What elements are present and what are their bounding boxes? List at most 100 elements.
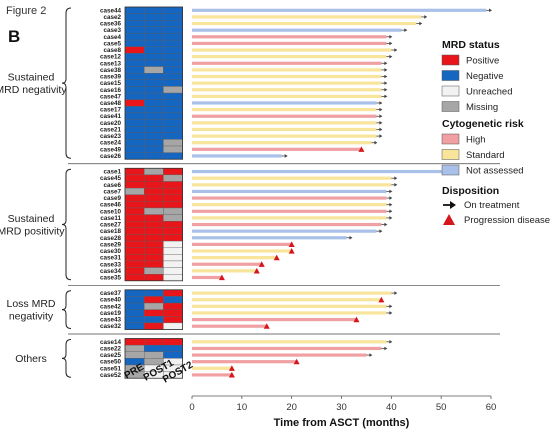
on-treatment-arrow	[394, 48, 398, 52]
mrd-cell	[124, 296, 145, 304]
mrd-cell	[124, 316, 145, 324]
mrd-cell	[163, 227, 183, 235]
on-treatment-arrow	[284, 154, 288, 158]
on-treatment-arrow	[349, 235, 353, 240]
progression-marker	[228, 365, 235, 371]
case-label: case19	[100, 310, 122, 317]
case-label: case44	[100, 7, 122, 14]
mrd-cell	[163, 344, 183, 352]
group-label: Sustained	[8, 213, 55, 225]
swim-bar	[192, 108, 377, 112]
mrd-cell	[124, 194, 145, 202]
case-label: case31	[100, 255, 122, 262]
case-label: case13	[100, 60, 122, 67]
swim-bar	[192, 269, 257, 273]
legend-swatch	[441, 149, 460, 160]
on-treatment-arrow	[374, 140, 378, 145]
case-label: case50	[100, 359, 122, 366]
mrd-cell	[163, 302, 183, 310]
swim-bar	[192, 304, 387, 308]
on-treatment-arrow	[389, 311, 393, 315]
mrd-cell	[163, 289, 183, 297]
mrd-cell	[163, 240, 183, 248]
on-treatment-arrow	[394, 176, 398, 180]
case-label: case40	[100, 297, 122, 304]
swim-bar	[192, 134, 377, 138]
on-treatment-arrow	[389, 34, 393, 39]
case-label: case16	[100, 87, 122, 94]
mrd-cell	[124, 267, 145, 275]
mrd-cell	[163, 59, 183, 67]
mrd-cell	[144, 309, 164, 317]
mrd-cell	[124, 338, 145, 346]
mrd-cell	[124, 132, 145, 140]
legend-disposition-title: Disposition	[442, 185, 499, 197]
on-treatment-arrow	[379, 107, 383, 112]
mrd-cell	[124, 73, 145, 80]
on-treatment-arrow	[389, 209, 393, 214]
swim-bar	[192, 121, 377, 125]
case-label: case30	[100, 248, 122, 255]
progression-marker	[293, 358, 300, 365]
mrd-cell	[163, 125, 183, 133]
on-treatment-arrow	[384, 346, 388, 351]
on-treatment-arrow	[384, 94, 388, 99]
mrd-cell	[124, 207, 145, 215]
group-bracket	[61, 7, 72, 159]
on-treatment-arrow	[379, 121, 383, 125]
mrd-cell	[124, 168, 145, 176]
mrd-cell	[144, 20, 164, 28]
progression-marker	[218, 274, 225, 281]
mrd-cell	[144, 302, 164, 310]
swim-bar	[192, 229, 377, 233]
swim-bar	[192, 41, 387, 46]
mrd-cell	[163, 66, 183, 74]
swim-bar	[192, 340, 387, 344]
group-bracket	[61, 339, 72, 378]
mrd-cell	[124, 119, 145, 127]
mrd-cell	[144, 73, 164, 80]
mrd-cell	[144, 322, 164, 330]
case-label: case14	[100, 339, 122, 346]
mrd-cell	[163, 145, 183, 153]
swim-bar	[192, 88, 382, 92]
case-label: case39	[100, 74, 122, 81]
progression-marker	[378, 296, 385, 303]
x-tick-label: 40	[386, 402, 397, 413]
swim-bar	[192, 353, 367, 357]
progression-marker	[263, 323, 270, 329]
swim-bar	[192, 28, 402, 32]
swim-bar	[192, 216, 387, 220]
mrd-cell	[144, 351, 164, 359]
mrd-cell	[144, 274, 164, 281]
on-treatment-arrow	[389, 189, 393, 194]
x-tick-label: 50	[436, 402, 447, 413]
on-treatment-arrow	[379, 229, 383, 233]
case-label: case17	[100, 107, 122, 114]
case-label: case51	[100, 365, 122, 372]
mrd-cell	[144, 247, 164, 255]
swim-bar	[192, 114, 377, 118]
on-treatment-arrow	[404, 28, 408, 32]
mrd-cell	[163, 181, 183, 189]
swim-bar	[192, 249, 292, 253]
legend-swatch	[441, 85, 460, 97]
mrd-cell	[124, 344, 145, 352]
mrd-cell	[124, 274, 145, 281]
legend-swatch	[441, 164, 460, 176]
group-label: MRD negativity	[0, 84, 67, 96]
mrd-cell	[144, 187, 164, 195]
mrd-cell	[144, 6, 164, 14]
group-block-outline	[124, 6, 183, 160]
mrd-cell	[163, 309, 183, 317]
mrd-cell	[163, 53, 183, 61]
legend-triangle-icon	[443, 214, 455, 225]
mrd-cell	[124, 33, 145, 41]
case-label: case3	[103, 27, 121, 34]
mrd-cell	[144, 289, 164, 297]
mrd-cell	[124, 53, 145, 61]
case-label: case36	[100, 21, 122, 28]
swim-bar	[192, 256, 277, 260]
mrd-cell	[124, 26, 145, 34]
on-treatment-arrow	[419, 21, 423, 26]
